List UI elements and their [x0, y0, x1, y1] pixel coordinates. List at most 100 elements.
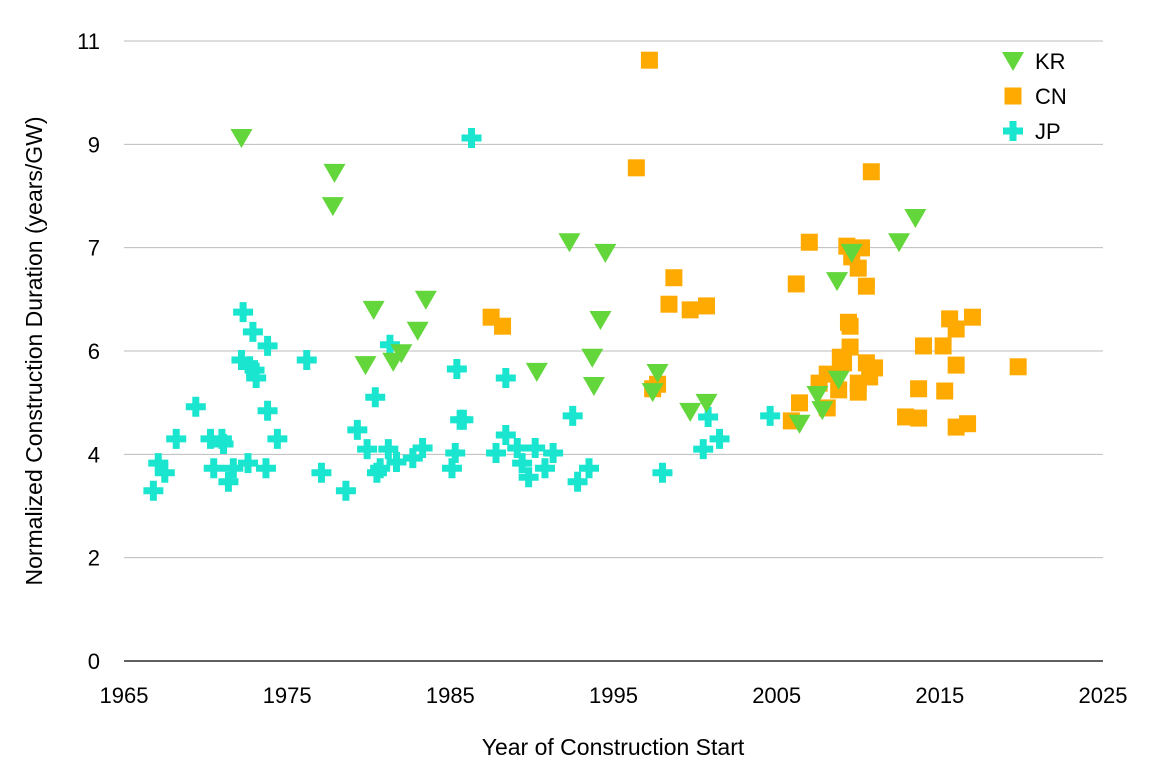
data-point-jp	[378, 439, 399, 460]
data-point-kr	[414, 290, 437, 310]
data-point-cn	[963, 308, 981, 326]
y-tick-label: 11	[77, 29, 100, 54]
y-tick-label: 0	[88, 649, 100, 674]
data-point-jp	[525, 437, 546, 458]
data-point-jp	[512, 453, 533, 474]
data-point-jp	[379, 334, 400, 355]
data-point-jp	[495, 368, 516, 389]
data-point-cn	[936, 382, 954, 400]
series-jp	[143, 127, 781, 501]
data-point-jp	[255, 458, 276, 479]
data-point-cn	[1009, 358, 1027, 376]
data-point-kr	[826, 272, 849, 292]
data-point-jp	[386, 452, 407, 473]
data-point-kr	[390, 344, 413, 364]
data-point-cn	[841, 317, 859, 335]
data-point-cn	[849, 383, 867, 401]
data-point-jp	[335, 480, 356, 501]
data-point-jp	[166, 428, 187, 449]
data-point-jp	[698, 406, 719, 427]
legend-label-cn: CN	[1035, 84, 1067, 109]
data-point-kr	[695, 393, 718, 413]
data-point-jp	[446, 359, 467, 380]
data-point-kr	[840, 243, 863, 263]
x-tick-label: 2005	[752, 683, 801, 708]
data-point-cn	[897, 408, 915, 426]
data-point-cn	[665, 269, 683, 287]
data-point-jp	[534, 458, 555, 479]
data-point-kr	[589, 311, 612, 330]
legend-label-jp: JP	[1035, 119, 1061, 144]
data-point-jp	[461, 127, 482, 148]
data-point-jp	[233, 302, 254, 323]
legend-marker-kr	[1002, 52, 1024, 71]
data-point-jp	[709, 428, 730, 449]
data-point-jp	[567, 471, 588, 492]
data-point-jp	[486, 443, 507, 464]
data-point-jp	[238, 453, 259, 474]
data-point-jp	[543, 443, 564, 464]
data-point-kr	[230, 128, 253, 148]
x-tick-label: 1975	[263, 683, 312, 708]
data-point-jp	[365, 387, 386, 408]
data-point-cn	[494, 317, 512, 335]
data-point-cn	[640, 51, 658, 69]
data-point-cn	[959, 415, 977, 433]
data-point-jp	[143, 480, 164, 501]
data-point-jp	[412, 437, 433, 458]
data-point-jp	[231, 350, 252, 371]
data-point-kr	[362, 300, 385, 320]
y-tick-label: 4	[88, 442, 100, 467]
data-point-cn	[857, 277, 875, 295]
data-point-kr	[582, 376, 605, 396]
data-point-kr	[406, 321, 429, 341]
data-point-jp	[402, 448, 423, 469]
data-point-jp	[218, 471, 239, 492]
data-point-jp	[495, 424, 516, 445]
data-point-kr	[321, 197, 344, 217]
legend-marker-jp	[1003, 121, 1023, 141]
legend-label-kr: KR	[1035, 49, 1066, 74]
legend-marker-cn	[1004, 87, 1022, 105]
data-point-jp	[357, 439, 378, 460]
data-points	[143, 51, 1027, 501]
data-point-cn	[910, 380, 928, 398]
data-point-kr	[904, 208, 927, 228]
data-point-jp	[693, 439, 714, 460]
data-point-jp	[246, 368, 267, 389]
x-tick-label: 1995	[589, 683, 638, 708]
data-point-jp	[347, 419, 368, 440]
data-point-jp	[370, 458, 391, 479]
data-point-jp	[579, 458, 600, 479]
data-point-kr	[679, 402, 702, 422]
data-point-jp	[760, 405, 781, 426]
data-point-jp	[213, 434, 234, 454]
y-tick-label: 7	[88, 236, 100, 261]
legend: KR CN JP	[1002, 49, 1067, 144]
data-point-jp	[223, 458, 244, 479]
data-point-jp	[562, 405, 583, 426]
data-point-cn	[910, 409, 928, 427]
data-point-jp	[652, 462, 673, 483]
data-point-jp	[311, 462, 332, 483]
data-point-kr	[806, 385, 829, 405]
data-point-cn	[947, 356, 965, 374]
data-point-jp	[148, 453, 169, 474]
y-tick-label: 9	[88, 132, 100, 157]
data-point-jp	[185, 396, 206, 417]
series-kr	[230, 128, 927, 434]
x-axis-label: Year of Construction Start	[482, 734, 745, 760]
data-point-cn	[818, 365, 836, 383]
data-point-jp	[242, 321, 263, 342]
data-point-cn	[862, 163, 880, 181]
data-point-cn	[698, 297, 716, 315]
x-tick-label: 1965	[100, 683, 149, 708]
data-point-kr	[558, 233, 581, 253]
series-cn	[482, 51, 1027, 436]
data-point-kr	[788, 414, 811, 434]
data-point-kr	[646, 363, 669, 383]
data-point-jp	[203, 458, 224, 479]
data-point-cn	[934, 337, 952, 355]
x-tick-label: 2015	[915, 683, 964, 708]
